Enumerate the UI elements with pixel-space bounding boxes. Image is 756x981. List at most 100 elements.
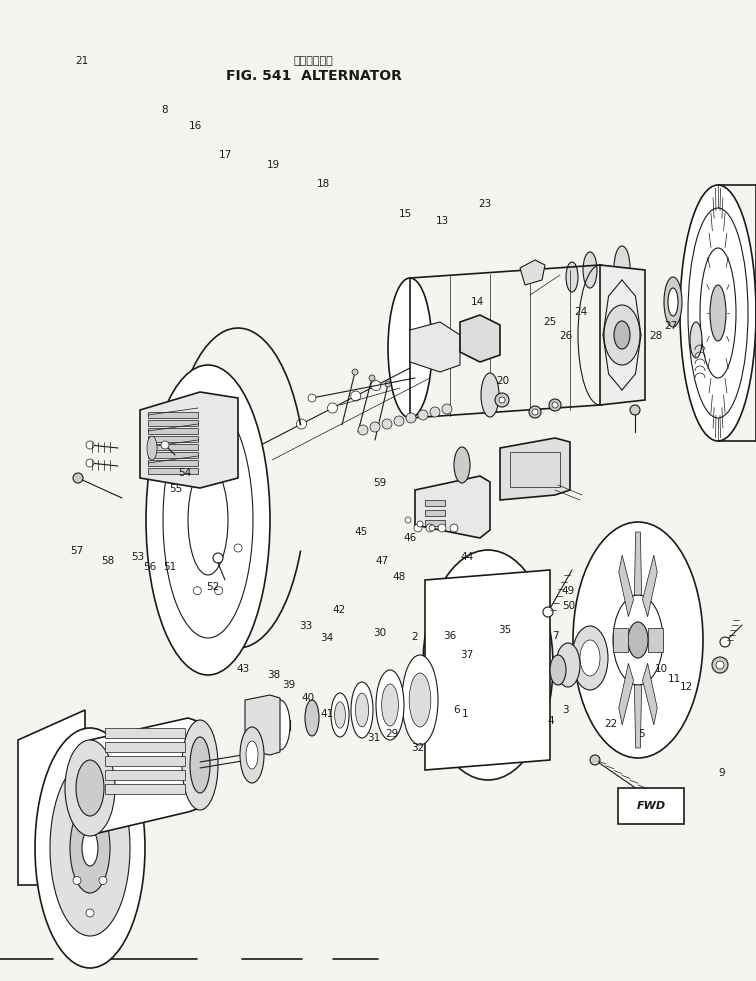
- Ellipse shape: [614, 246, 630, 290]
- Text: 57: 57: [70, 546, 84, 556]
- Polygon shape: [410, 322, 460, 372]
- Circle shape: [296, 419, 306, 429]
- Circle shape: [234, 544, 242, 552]
- Text: 26: 26: [559, 331, 572, 340]
- Bar: [148, 468, 198, 474]
- Bar: [148, 452, 198, 458]
- Circle shape: [552, 402, 558, 408]
- Bar: [148, 436, 198, 442]
- Circle shape: [394, 416, 404, 426]
- Ellipse shape: [423, 550, 553, 780]
- Ellipse shape: [700, 248, 736, 378]
- Ellipse shape: [454, 447, 470, 483]
- Circle shape: [369, 375, 375, 381]
- Circle shape: [99, 876, 107, 885]
- Circle shape: [720, 637, 730, 647]
- Ellipse shape: [440, 577, 536, 753]
- Circle shape: [463, 626, 473, 636]
- Ellipse shape: [246, 741, 258, 769]
- Circle shape: [532, 409, 538, 415]
- Ellipse shape: [463, 620, 513, 710]
- Circle shape: [503, 626, 513, 636]
- Circle shape: [438, 524, 446, 532]
- Ellipse shape: [566, 262, 578, 292]
- Text: 34: 34: [320, 633, 333, 643]
- Circle shape: [442, 404, 452, 414]
- Bar: [425, 500, 445, 506]
- Text: 59: 59: [373, 478, 386, 488]
- Bar: [510, 452, 560, 487]
- Bar: [148, 460, 198, 466]
- Bar: [105, 770, 185, 780]
- Text: 44: 44: [460, 552, 474, 562]
- Ellipse shape: [50, 760, 130, 936]
- Bar: [105, 742, 185, 752]
- Circle shape: [405, 517, 411, 523]
- Circle shape: [543, 607, 553, 617]
- Ellipse shape: [710, 285, 726, 341]
- Polygon shape: [643, 663, 657, 725]
- Text: 17: 17: [218, 150, 232, 160]
- Circle shape: [73, 876, 81, 885]
- Text: 32: 32: [411, 743, 424, 752]
- Ellipse shape: [240, 727, 264, 783]
- Text: 31: 31: [367, 733, 381, 743]
- Circle shape: [483, 592, 493, 602]
- Circle shape: [463, 694, 473, 704]
- Text: 39: 39: [282, 680, 296, 690]
- Ellipse shape: [628, 622, 648, 658]
- Text: 30: 30: [373, 628, 386, 638]
- Bar: [105, 728, 185, 738]
- Text: 21: 21: [75, 56, 88, 66]
- Ellipse shape: [573, 522, 703, 758]
- Circle shape: [351, 391, 361, 401]
- Circle shape: [73, 473, 83, 483]
- Circle shape: [194, 445, 201, 453]
- Polygon shape: [460, 315, 500, 362]
- Bar: [425, 520, 445, 526]
- Polygon shape: [90, 718, 200, 835]
- Ellipse shape: [70, 803, 110, 893]
- Ellipse shape: [580, 640, 600, 676]
- Text: 18: 18: [317, 180, 330, 189]
- Text: 22: 22: [604, 719, 618, 729]
- Text: FIG. 541  ALTERNATOR: FIG. 541 ALTERNATOR: [226, 69, 401, 82]
- Circle shape: [73, 811, 81, 819]
- Circle shape: [370, 422, 380, 432]
- Text: 25: 25: [544, 317, 557, 327]
- Bar: [105, 756, 185, 766]
- Ellipse shape: [664, 277, 682, 327]
- Circle shape: [430, 407, 440, 417]
- Circle shape: [429, 525, 435, 531]
- Text: 33: 33: [299, 621, 313, 631]
- Text: 1: 1: [462, 709, 468, 719]
- Ellipse shape: [388, 278, 432, 418]
- Circle shape: [630, 405, 640, 415]
- Text: 54: 54: [178, 468, 192, 478]
- Ellipse shape: [188, 465, 228, 575]
- Text: 13: 13: [435, 216, 449, 226]
- Ellipse shape: [182, 720, 218, 810]
- FancyBboxPatch shape: [618, 788, 684, 824]
- Ellipse shape: [147, 436, 157, 460]
- Ellipse shape: [688, 208, 748, 418]
- Text: 55: 55: [169, 484, 182, 493]
- Circle shape: [503, 694, 513, 704]
- Ellipse shape: [690, 322, 702, 358]
- Polygon shape: [613, 628, 628, 652]
- Circle shape: [417, 521, 423, 527]
- Circle shape: [590, 755, 600, 765]
- Ellipse shape: [481, 373, 499, 417]
- Text: 9: 9: [719, 768, 725, 778]
- Text: 51: 51: [163, 562, 177, 572]
- Circle shape: [215, 445, 223, 453]
- Ellipse shape: [668, 288, 678, 316]
- Ellipse shape: [402, 655, 438, 745]
- Text: 47: 47: [375, 556, 389, 566]
- Ellipse shape: [604, 305, 640, 365]
- Ellipse shape: [376, 670, 404, 740]
- Polygon shape: [520, 260, 545, 285]
- Ellipse shape: [355, 694, 369, 727]
- Ellipse shape: [572, 626, 608, 690]
- Text: 19: 19: [267, 160, 280, 170]
